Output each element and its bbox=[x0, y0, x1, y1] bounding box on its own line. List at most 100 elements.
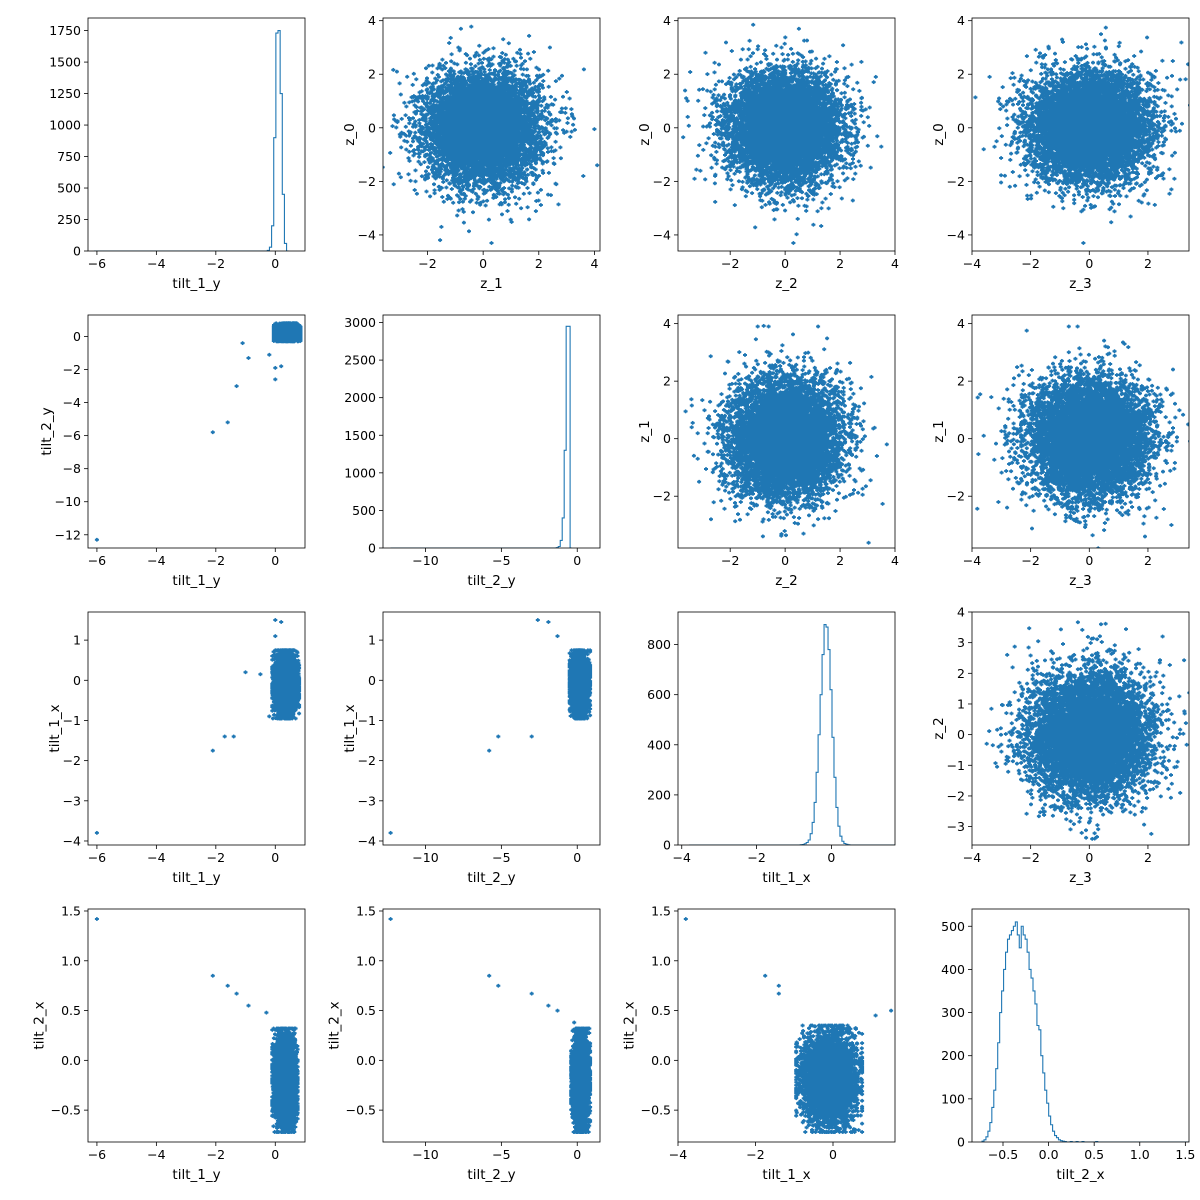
y-axis-label: tilt_1_x bbox=[342, 704, 358, 752]
x-tick-label: −5 bbox=[492, 850, 510, 865]
y-tick-label: 0.0 bbox=[356, 1053, 376, 1068]
y-tick-label: 2 bbox=[957, 67, 965, 82]
x-tick-label: 0 bbox=[829, 1147, 837, 1162]
y-tick-label: 1 bbox=[73, 633, 81, 648]
y-axis-label: tilt_2_x bbox=[327, 1001, 343, 1049]
y-tick-label: 0 bbox=[663, 120, 671, 135]
x-axis-label: tilt_2_y bbox=[467, 1167, 515, 1183]
x-tick-label: −6 bbox=[88, 1147, 106, 1162]
x-tick-label: 0 bbox=[271, 256, 279, 271]
y-tick-label: 2500 bbox=[344, 353, 376, 368]
y-tick-label: 0 bbox=[957, 727, 965, 742]
x-tick-label: −6 bbox=[88, 553, 106, 568]
x-tick-label: 2 bbox=[1144, 850, 1152, 865]
x-tick-label: −2 bbox=[1021, 553, 1039, 568]
x-tick-label: 0 bbox=[781, 256, 789, 271]
x-tick-label: 2 bbox=[1144, 256, 1152, 271]
y-tick-label: −3 bbox=[358, 793, 376, 808]
y-tick-label: 1500 bbox=[49, 55, 81, 70]
y-tick-label: 0 bbox=[73, 329, 81, 344]
y-tick-label: −2 bbox=[358, 174, 376, 189]
x-tick-label: −5 bbox=[492, 1147, 510, 1162]
y-tick-label: 400 bbox=[941, 962, 965, 977]
y-tick-label: −2 bbox=[63, 753, 81, 768]
x-axis-label: tilt_1_y bbox=[172, 1167, 220, 1183]
y-tick-label: 500 bbox=[57, 181, 81, 196]
y-tick-label: −2 bbox=[947, 489, 965, 504]
y-axis-label: tilt_2_y bbox=[39, 407, 55, 455]
y-tick-label: 0.5 bbox=[61, 1003, 81, 1018]
y-tick-label: 0 bbox=[957, 1135, 965, 1150]
y-tick-label: 1000 bbox=[344, 465, 376, 480]
y-tick-label: 1 bbox=[957, 696, 965, 711]
y-tick-label: 1500 bbox=[344, 428, 376, 443]
y-tick-label: 300 bbox=[941, 1005, 965, 1020]
x-axis-label: tilt_2_y bbox=[467, 870, 515, 886]
x-tick-label: 0 bbox=[573, 1147, 581, 1162]
x-tick-label: −2 bbox=[721, 553, 739, 568]
y-tick-label: 100 bbox=[941, 1091, 965, 1106]
y-tick-label: −0.5 bbox=[641, 1103, 671, 1118]
x-tick-label: −2 bbox=[207, 1147, 225, 1162]
y-tick-label: −8 bbox=[63, 461, 81, 476]
y-tick-label: 2 bbox=[663, 67, 671, 82]
y-axis-label: z_1 bbox=[931, 420, 947, 442]
y-tick-label: 0 bbox=[368, 541, 376, 556]
y-tick-label: −4 bbox=[63, 395, 81, 410]
y-tick-label: −2 bbox=[947, 174, 965, 189]
x-axis-label: z_3 bbox=[1069, 276, 1091, 292]
x-tick-label: 1.0 bbox=[1130, 1147, 1150, 1162]
y-axis-label: z_2 bbox=[931, 717, 947, 739]
y-tick-label: 1750 bbox=[49, 23, 81, 38]
y-tick-label: −2 bbox=[358, 753, 376, 768]
y-tick-label: 0 bbox=[957, 120, 965, 135]
x-tick-label: 0 bbox=[1085, 850, 1093, 865]
y-tick-label: 500 bbox=[941, 919, 965, 934]
y-tick-label: 250 bbox=[57, 212, 81, 227]
y-tick-label: −4 bbox=[358, 227, 376, 242]
x-tick-label: 1.5 bbox=[1175, 1147, 1195, 1162]
y-tick-label: 0.0 bbox=[651, 1053, 671, 1068]
x-axis-label: z_3 bbox=[1069, 870, 1091, 886]
x-tick-label: 4 bbox=[891, 256, 899, 271]
y-tick-label: −4 bbox=[947, 227, 965, 242]
y-tick-label: −0.5 bbox=[346, 1103, 376, 1118]
y-axis-label: z_0 bbox=[637, 123, 653, 145]
x-axis-label: tilt_1_y bbox=[172, 870, 220, 886]
y-tick-label: 4 bbox=[957, 605, 965, 620]
x-axis-label: z_3 bbox=[1069, 573, 1091, 589]
x-tick-label: −4 bbox=[963, 850, 981, 865]
x-tick-label: −2 bbox=[1021, 850, 1039, 865]
x-tick-label: 0 bbox=[271, 850, 279, 865]
y-tick-label: −1 bbox=[358, 713, 376, 728]
x-tick-label: 0.5 bbox=[1084, 1147, 1104, 1162]
x-tick-label: 2 bbox=[836, 256, 844, 271]
y-tick-label: 800 bbox=[647, 637, 671, 652]
y-axis-label: z_0 bbox=[931, 123, 947, 145]
x-tick-label: −10 bbox=[412, 850, 438, 865]
x-axis-label: tilt_1_y bbox=[172, 276, 220, 292]
y-tick-label: 400 bbox=[647, 737, 671, 752]
y-tick-label: 0 bbox=[73, 673, 81, 688]
y-tick-label: 0.5 bbox=[651, 1003, 671, 1018]
y-tick-label: −2 bbox=[653, 174, 671, 189]
x-tick-label: −4 bbox=[963, 256, 981, 271]
y-tick-label: −1 bbox=[947, 758, 965, 773]
y-tick-label: 2 bbox=[957, 374, 965, 389]
y-tick-label: −1 bbox=[63, 713, 81, 728]
x-tick-label: 2 bbox=[836, 553, 844, 568]
x-tick-label: −2 bbox=[418, 256, 436, 271]
y-tick-label: −2 bbox=[947, 788, 965, 803]
x-axis-label: tilt_1_x bbox=[762, 870, 810, 886]
x-tick-label: −0.5 bbox=[988, 1147, 1018, 1162]
y-tick-label: 0.0 bbox=[61, 1053, 81, 1068]
y-tick-label: −10 bbox=[55, 494, 81, 509]
x-tick-label: −2 bbox=[746, 1147, 764, 1162]
y-tick-label: 1.5 bbox=[356, 903, 376, 918]
y-tick-label: 1.5 bbox=[61, 903, 81, 918]
x-tick-label: 0 bbox=[1085, 256, 1093, 271]
y-tick-label: 0.5 bbox=[356, 1003, 376, 1018]
x-axis-label: tilt_1_y bbox=[172, 573, 220, 589]
x-tick-label: −4 bbox=[147, 850, 165, 865]
y-tick-label: 2000 bbox=[344, 390, 376, 405]
